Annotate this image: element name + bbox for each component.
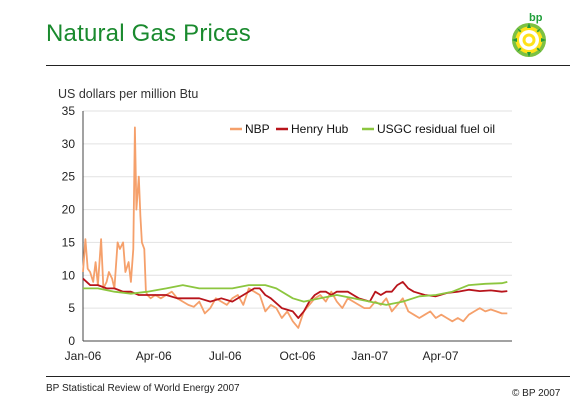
x-tick-label: Jul-06: [209, 349, 242, 363]
legend-label-henry-hub: Henry Hub: [291, 122, 349, 136]
bp-logo-text: bp: [529, 12, 543, 24]
y-tick-label: 5: [68, 301, 75, 315]
x-tick-label: Jan-06: [65, 349, 102, 363]
footer-divider: [46, 376, 570, 377]
y-tick-label: 0: [68, 334, 75, 348]
x-tick-label: Apr-07: [422, 349, 458, 363]
series-lines: [82, 126, 508, 329]
x-tick-label: Apr-06: [136, 349, 172, 363]
chart-legend: NBP Henry Hub USGC residual fuel oil: [230, 122, 495, 136]
y-tick-label: 30: [62, 137, 76, 151]
legend-label-nbp: NBP: [245, 122, 270, 136]
y-tick-label: 15: [62, 235, 76, 249]
series-line-usgc-residual-fuel-oil: [83, 281, 508, 306]
y-tick-label: 20: [62, 203, 76, 217]
series-line-henry-hub: [82, 277, 508, 319]
y-gridlines: [83, 110, 512, 342]
y-tick-label: 35: [62, 104, 76, 118]
y-tick-label: 25: [62, 170, 76, 184]
series-line-nbp: [82, 126, 508, 329]
header-divider: [46, 65, 570, 66]
y-axis-units-label: US dollars per million Btu: [58, 87, 199, 101]
legend-label-usgc-residual-fuel-oil: USGC residual fuel oil: [377, 122, 495, 136]
bp-helios-logo-icon: [512, 23, 546, 57]
x-axis-tick-labels: Jan-06 Apr-06 Jul-06 Oct-06 Jan-07 Apr-07: [65, 349, 459, 363]
y-tick-label: 10: [62, 268, 76, 282]
y-axis-tick-labels: 0 5 10 15 20 25 30 35: [62, 104, 76, 348]
copyright-note: © BP 2007: [512, 388, 561, 399]
x-tick-label: Oct-06: [279, 349, 315, 363]
x-tick-label: Jan-07: [351, 349, 388, 363]
chart-title: Natural Gas Prices: [46, 20, 251, 47]
source-note: BP Statistical Review of World Energy 20…: [46, 383, 240, 394]
